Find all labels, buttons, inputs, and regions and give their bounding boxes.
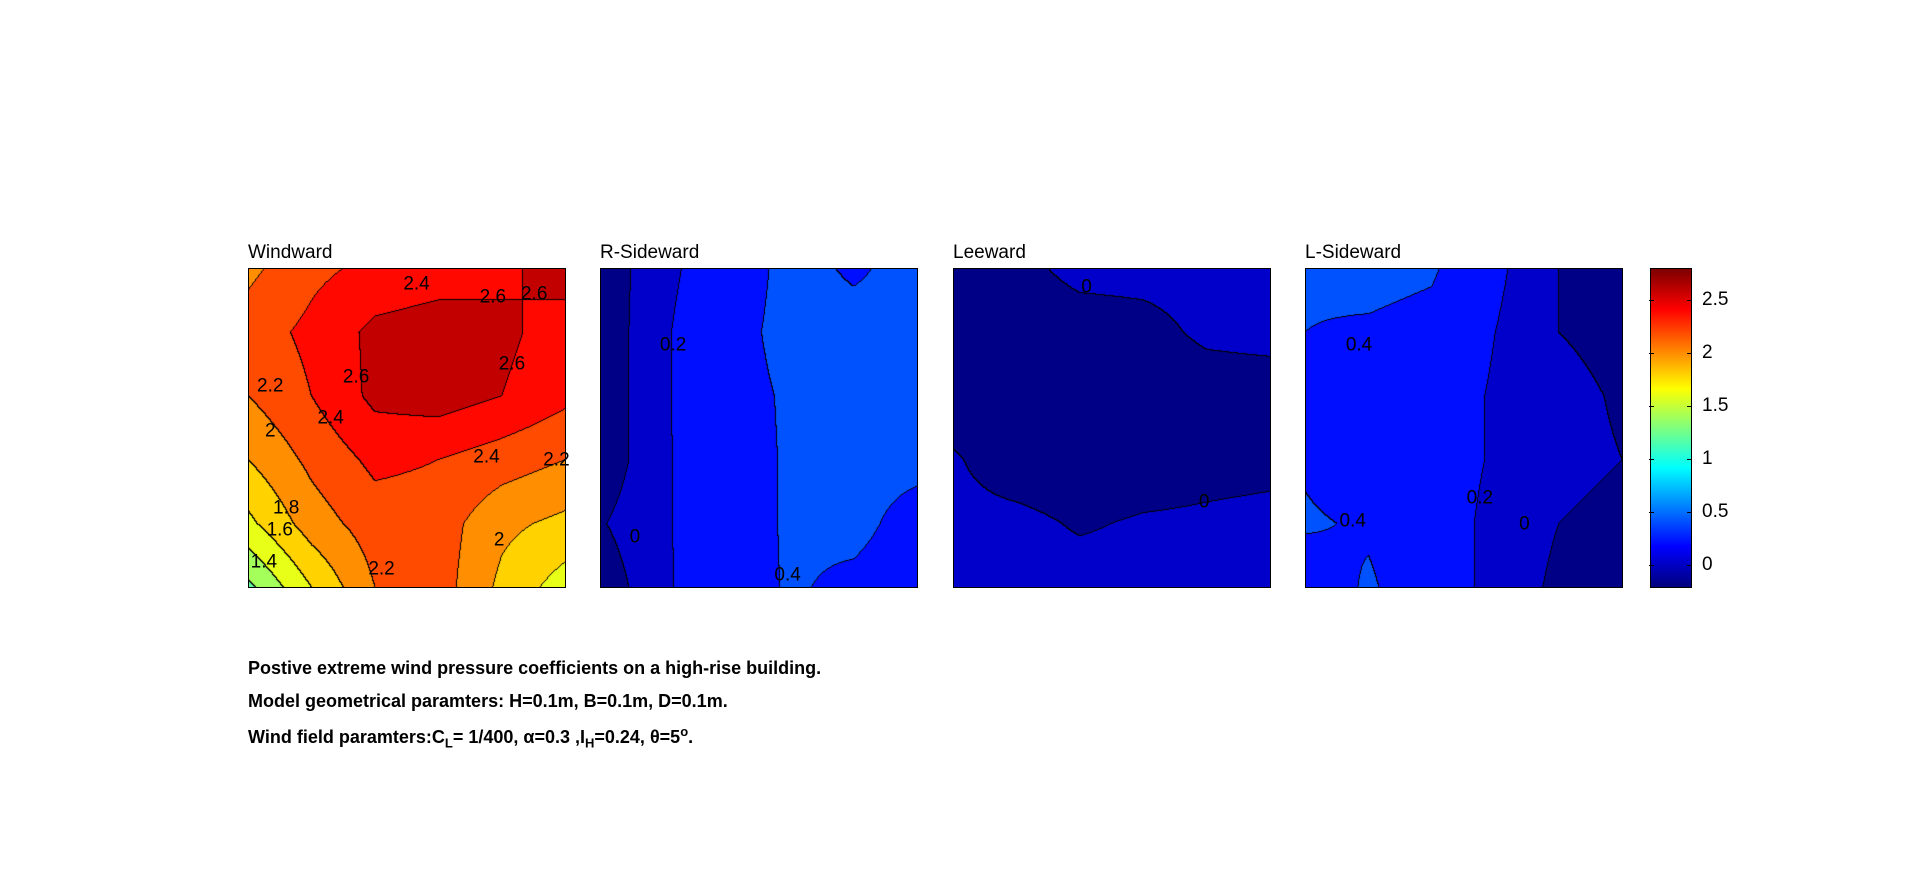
colorbar-tick-label: 1 [1702,447,1713,469]
contour-label: 0.4 [774,564,801,586]
leeward-panel: Leeward 0 0 [953,242,1271,588]
contour-label: 2 [264,420,276,442]
contour-label: 2 [493,529,505,551]
colorbar-tick [1649,352,1654,354]
contour-label: 2.2 [257,375,284,397]
caption-text: Wind field paramters:C [248,727,445,747]
contour-label: 2.4 [317,407,344,429]
colorbar-tick-label: 2 [1702,341,1713,363]
contour-label: 0 [1198,491,1210,513]
colorbar-tick [1649,458,1654,460]
contour-label: 0.4 [1339,510,1366,532]
caption-geometry: Model geometrical paramters: H=0.1m, B=0… [248,691,728,711]
colorbar-tick-label: 2.5 [1702,288,1729,310]
colorbar-tick [1687,405,1692,407]
contour-label: 1.8 [272,497,300,519]
contour-label: 0.2 [659,334,687,356]
contour-label: 2.4 [403,273,430,295]
colorbar-tick [1649,511,1654,513]
r-sideward-panel: R-Sideward 0.2 0 0.4 [600,242,918,588]
contour-plot-r-sideward [600,268,918,588]
contour-plot-l-sideward [1305,268,1623,588]
contour-label: 0.2 [1466,487,1494,509]
caption-subscript: H [585,735,595,751]
caption-wind-field: Wind field paramters:CL= 1/400, α=0.3 ,I… [248,724,693,751]
caption-superscript: o [680,724,689,739]
contour-label: 2.6 [479,286,507,308]
colorbar-tick [1687,511,1692,513]
caption-text: = 1/400, α=0.3 ,I [452,727,585,747]
contour-label: 1.4 [250,551,278,573]
contour-label: 1.6 [266,519,294,541]
panel-title: Windward [248,242,333,263]
colorbar-tick-label: 1.5 [1702,394,1729,416]
l-sideward-panel: L-Sideward 0.4 0.4 0.2 0 [1305,242,1623,588]
contour-label: 2.6 [342,366,370,388]
caption-text: =0.24, θ=5 [594,727,681,747]
contour-label: 2.6 [498,353,526,375]
colorbar-tick [1687,458,1692,460]
caption-text: . [688,727,694,747]
caption-title: Postive extreme wind pressure coefficien… [248,658,822,678]
colorbar-tick-label: 0 [1702,553,1713,575]
contour-label: 0.4 [1345,334,1373,356]
colorbar-tick [1649,564,1654,566]
contour-label: 0 [629,526,641,548]
panel-title: R-Sideward [600,242,700,263]
contour-label: 0 [1519,513,1530,535]
colorbar-tick [1687,352,1692,354]
contour-plot-windward [248,268,566,588]
colorbar: 0 0.5 1 1.5 2 2.5 [1649,268,1728,588]
contour-label: 2.4 [473,446,500,468]
panel-title: Leeward [953,242,1026,263]
colorbar-gradient [1650,268,1692,588]
contour-label: 0 [1081,276,1092,298]
panel-title: L-Sideward [1305,242,1402,263]
colorbar-tick [1687,299,1692,301]
colorbar-tick [1649,405,1654,407]
contour-plot-leeward [953,268,1271,588]
contour-label: 2.2 [543,449,570,471]
caption-subscript: L [444,735,453,751]
windward-panel: Windward 2.4 2.6 2.6 2.6 2.6 2.2 2.4 2 2… [248,242,570,588]
colorbar-tick [1687,564,1692,566]
contour-label: 2.2 [368,558,395,580]
contour-label: 2.6 [520,283,548,305]
colorbar-tick [1649,299,1654,301]
colorbar-tick-label: 0.5 [1702,500,1729,522]
